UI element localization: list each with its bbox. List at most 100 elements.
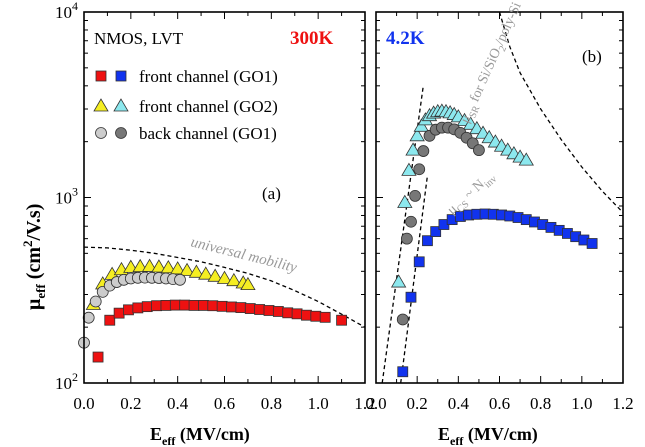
panel-b-x-tick-labels: 0.0 0.2 0.4 0.6 0.8 1.0 1.2 — [365, 394, 633, 413]
x-tick-label: 0.0 — [365, 394, 386, 413]
legend-marker-triangle — [113, 98, 129, 112]
data-point-triangle — [179, 262, 195, 276]
x-tick-label: 0.6 — [489, 394, 510, 413]
data-point-square — [272, 306, 284, 317]
legend-marker-square — [95, 70, 107, 82]
panel-b-curves — [381, 11, 624, 384]
data-point-square — [413, 256, 425, 268]
data-point-square — [104, 314, 116, 326]
x-tick-label: 0.6 — [214, 394, 235, 413]
data-point-square — [198, 300, 209, 311]
data-point-triangle — [405, 142, 421, 156]
panel-b: 4.2K (b) μSR for Si/SiO2/poly-Si μCS ~ N… — [365, 0, 633, 413]
data-point-triangle — [188, 264, 205, 278]
data-point-square — [179, 299, 191, 311]
data-point-triangle — [160, 259, 176, 274]
temperature-label-a: 300K — [290, 28, 334, 49]
x-tick-label: 0.8 — [261, 394, 282, 413]
dashed-curve — [498, 11, 624, 213]
y-axis-label: μeff (cm2/V.s) — [20, 204, 48, 310]
x-axis-label-a: Eeff (MV/cm) — [150, 424, 250, 447]
data-point-circle — [174, 273, 186, 286]
data-point-triangle — [198, 266, 214, 280]
data-point-square — [188, 300, 200, 311]
panel-label-b: (b) — [582, 47, 602, 66]
x-tick-label: 1.2 — [612, 394, 633, 413]
data-point-square — [430, 226, 442, 237]
panel-a: NMOS, LVT 300K (a) universal mobility fr… — [55, 0, 376, 413]
data-point-triangle — [401, 162, 417, 176]
panel-b-markers — [390, 103, 598, 378]
y-tick-label: 103 — [55, 185, 78, 208]
data-point-circle — [417, 145, 430, 157]
data-point-triangle — [518, 152, 534, 166]
panel-a-frame — [83, 11, 366, 384]
data-point-circle — [413, 163, 426, 176]
data-point-square — [263, 305, 275, 316]
y-tick-label: 104 — [55, 0, 78, 22]
data-point-square — [291, 308, 303, 320]
legend-label: back channel (GO1) — [139, 124, 277, 143]
data-point-square — [586, 238, 598, 249]
x-tick-label: 0.2 — [407, 394, 428, 413]
data-point-circle — [400, 232, 413, 245]
data-point-square — [254, 304, 266, 315]
x-tick-label: 0.4 — [448, 394, 470, 413]
data-point-triangle — [397, 194, 413, 208]
data-point-square — [141, 301, 153, 313]
dashed-curve — [381, 85, 424, 384]
data-point-square — [310, 310, 322, 322]
data-point-square — [422, 235, 433, 247]
temperature-label-b: 4.2K — [386, 28, 425, 49]
data-point-triangle — [226, 272, 242, 287]
data-point-circle — [405, 215, 417, 228]
data-point-triangle — [240, 276, 256, 291]
legend-marker-triangle — [93, 98, 109, 112]
data-point-square — [160, 300, 172, 311]
data-point-triangle — [132, 258, 148, 273]
x-tick-label: 1.0 — [308, 394, 329, 413]
data-point-square — [92, 351, 104, 363]
data-point-square — [319, 311, 331, 323]
panel-label-a: (a) — [262, 184, 281, 203]
data-point-triangle — [141, 258, 158, 272]
data-point-square — [113, 307, 125, 319]
legend-marker-circle — [115, 127, 127, 139]
x-tick-label: 1.0 — [571, 394, 592, 413]
legend-marker-circle — [95, 127, 107, 139]
x-tick-label: 0.2 — [120, 394, 141, 413]
data-point-triangle — [409, 128, 425, 142]
panel-a-curves — [83, 246, 366, 328]
data-point-triangle — [216, 270, 233, 284]
data-point-square — [207, 300, 219, 312]
data-point-square — [226, 301, 237, 313]
x-axis-label-b: Eeff (MV/cm) — [438, 424, 538, 447]
x-tick-label: 1.2 — [354, 394, 375, 413]
y-tick-label: 102 — [55, 370, 78, 393]
x-tick-label: 0.8 — [530, 394, 551, 413]
sr-annotation: μSR for Si/SiO2/poly-Si — [458, 0, 528, 127]
data-point-circle — [82, 311, 95, 324]
data-point-triangle — [390, 274, 407, 288]
data-point-square — [169, 299, 181, 311]
panel-a-x-tick-labels: 0.0 0.2 0.4 0.6 0.8 1.0 1.2 — [73, 394, 375, 413]
x-tick-label: 0.4 — [167, 394, 189, 413]
panel-b-frame — [375, 11, 624, 384]
data-point-square — [244, 303, 256, 314]
legend-marker-square — [115, 70, 127, 82]
data-point-square — [336, 314, 347, 326]
data-point-square — [282, 307, 294, 319]
legend-label: front channel (GO1) — [139, 67, 278, 86]
data-point-square — [216, 300, 228, 312]
device-label: NMOS, LVT — [94, 29, 184, 48]
panel-a-markers — [78, 258, 347, 363]
data-point-circle — [473, 144, 485, 157]
legend: front channel (GO1) front channel (GO2) ba… — [93, 67, 278, 143]
data-point-square — [132, 302, 144, 314]
data-point-square — [301, 309, 312, 321]
data-point-triangle — [207, 268, 223, 282]
data-point-circle — [409, 190, 422, 202]
data-point-circle — [89, 295, 102, 308]
data-point-triangle — [169, 261, 186, 275]
